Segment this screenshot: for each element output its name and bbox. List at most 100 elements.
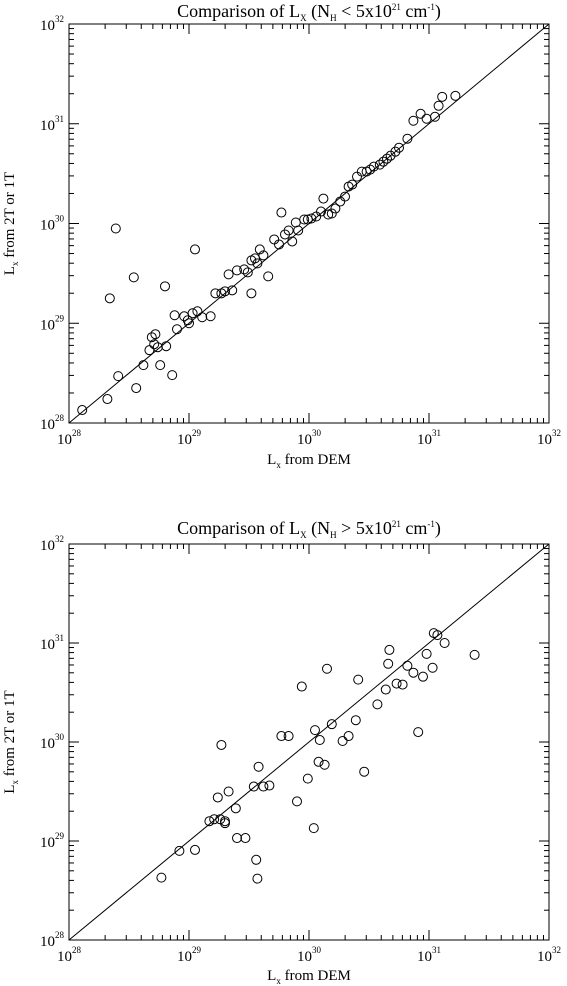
data-point <box>299 214 310 225</box>
data-point <box>77 405 88 416</box>
y-tick-label: 1028 <box>40 413 65 433</box>
y-tick-label: 1031 <box>40 633 64 653</box>
data-point <box>384 644 395 655</box>
data-point <box>306 213 317 224</box>
y-tick-label: 1032 <box>40 14 64 34</box>
data-point <box>276 731 287 742</box>
data-point <box>283 731 294 742</box>
data-point <box>402 133 413 144</box>
data-point <box>161 341 172 352</box>
data-point <box>269 234 280 245</box>
data-point <box>167 370 178 381</box>
data-point <box>374 159 385 170</box>
x-tick-label: 1028 <box>57 428 82 448</box>
data-point <box>160 281 170 292</box>
data-point <box>343 731 354 742</box>
y-tick-label: 1030 <box>40 214 65 234</box>
data-point <box>138 360 149 371</box>
data-point <box>352 171 362 182</box>
data-point <box>318 193 329 204</box>
data-point <box>252 258 263 269</box>
x-tick-label: 1029 <box>177 428 202 448</box>
x-tick-label: 1028 <box>57 945 82 965</box>
data-point <box>131 383 142 394</box>
data-point <box>433 100 444 111</box>
data-point <box>252 873 263 884</box>
x-tick-label: 1031 <box>417 945 441 965</box>
data-point <box>169 310 180 321</box>
data-point <box>437 91 448 102</box>
data-point <box>418 671 428 682</box>
data-point <box>230 803 241 814</box>
y-tick-label: 1028 <box>40 930 65 950</box>
data-point <box>365 164 376 175</box>
data-point <box>350 715 361 726</box>
data-point <box>368 161 379 172</box>
y-axis-label: Lx from 2T or 1T <box>2 690 20 793</box>
data-point <box>469 649 480 660</box>
x-tick-label: 1029 <box>177 945 202 965</box>
data-point <box>258 250 269 261</box>
data-point <box>413 727 424 738</box>
data-point <box>330 203 341 214</box>
data-point <box>212 792 223 803</box>
data-point <box>302 773 313 784</box>
data-point <box>292 796 302 807</box>
data-point <box>319 759 330 770</box>
data-point <box>254 244 265 255</box>
data-point <box>430 111 440 122</box>
data-point <box>258 781 269 792</box>
data-point <box>432 630 443 641</box>
data-point <box>102 394 113 405</box>
data-point <box>248 781 259 792</box>
data-point <box>190 844 200 855</box>
x-tick-label: 1030 <box>297 428 322 448</box>
x-tick-label: 1031 <box>417 428 441 448</box>
data-point <box>242 267 253 278</box>
data-point <box>223 786 234 797</box>
data-point <box>204 816 215 827</box>
data-point <box>276 207 287 218</box>
data-point <box>209 814 220 825</box>
y-axis-label: Lx from 2T or 1T <box>2 172 20 275</box>
data-point <box>251 854 262 865</box>
data-point <box>450 90 461 101</box>
data-point <box>113 371 124 382</box>
data-point <box>104 293 115 304</box>
y-tick-label: 1029 <box>40 831 65 851</box>
data-point <box>187 308 198 319</box>
data-point <box>439 638 450 648</box>
data-point <box>263 271 274 282</box>
data-point <box>380 684 391 695</box>
data-point <box>210 288 221 299</box>
data-point <box>337 736 348 747</box>
x-axis-label: Lx from DEM <box>267 968 351 986</box>
data-point <box>216 739 227 750</box>
data-point <box>232 265 242 276</box>
data-point <box>353 674 364 685</box>
data-point <box>149 339 160 350</box>
data-point <box>239 264 250 275</box>
chart-title: Comparison of LX (NH > 5x1021 cm-1) <box>177 518 441 540</box>
data-point <box>340 191 350 202</box>
data-point <box>408 667 419 678</box>
x-tick-label: 1030 <box>297 945 322 965</box>
data-point <box>408 115 419 126</box>
x-tick-label: 1032 <box>537 428 561 448</box>
data-point <box>397 679 408 690</box>
data-point <box>308 823 319 834</box>
data-point <box>296 681 307 692</box>
data-point <box>150 329 161 340</box>
data-point <box>205 311 216 322</box>
x-tick-label: 1032 <box>537 945 561 965</box>
data-point <box>421 648 432 659</box>
data-point <box>227 285 238 296</box>
data-point <box>128 272 139 283</box>
data-point <box>192 306 203 317</box>
data-point <box>378 156 389 167</box>
data-point <box>184 318 194 329</box>
data-point <box>246 288 257 299</box>
